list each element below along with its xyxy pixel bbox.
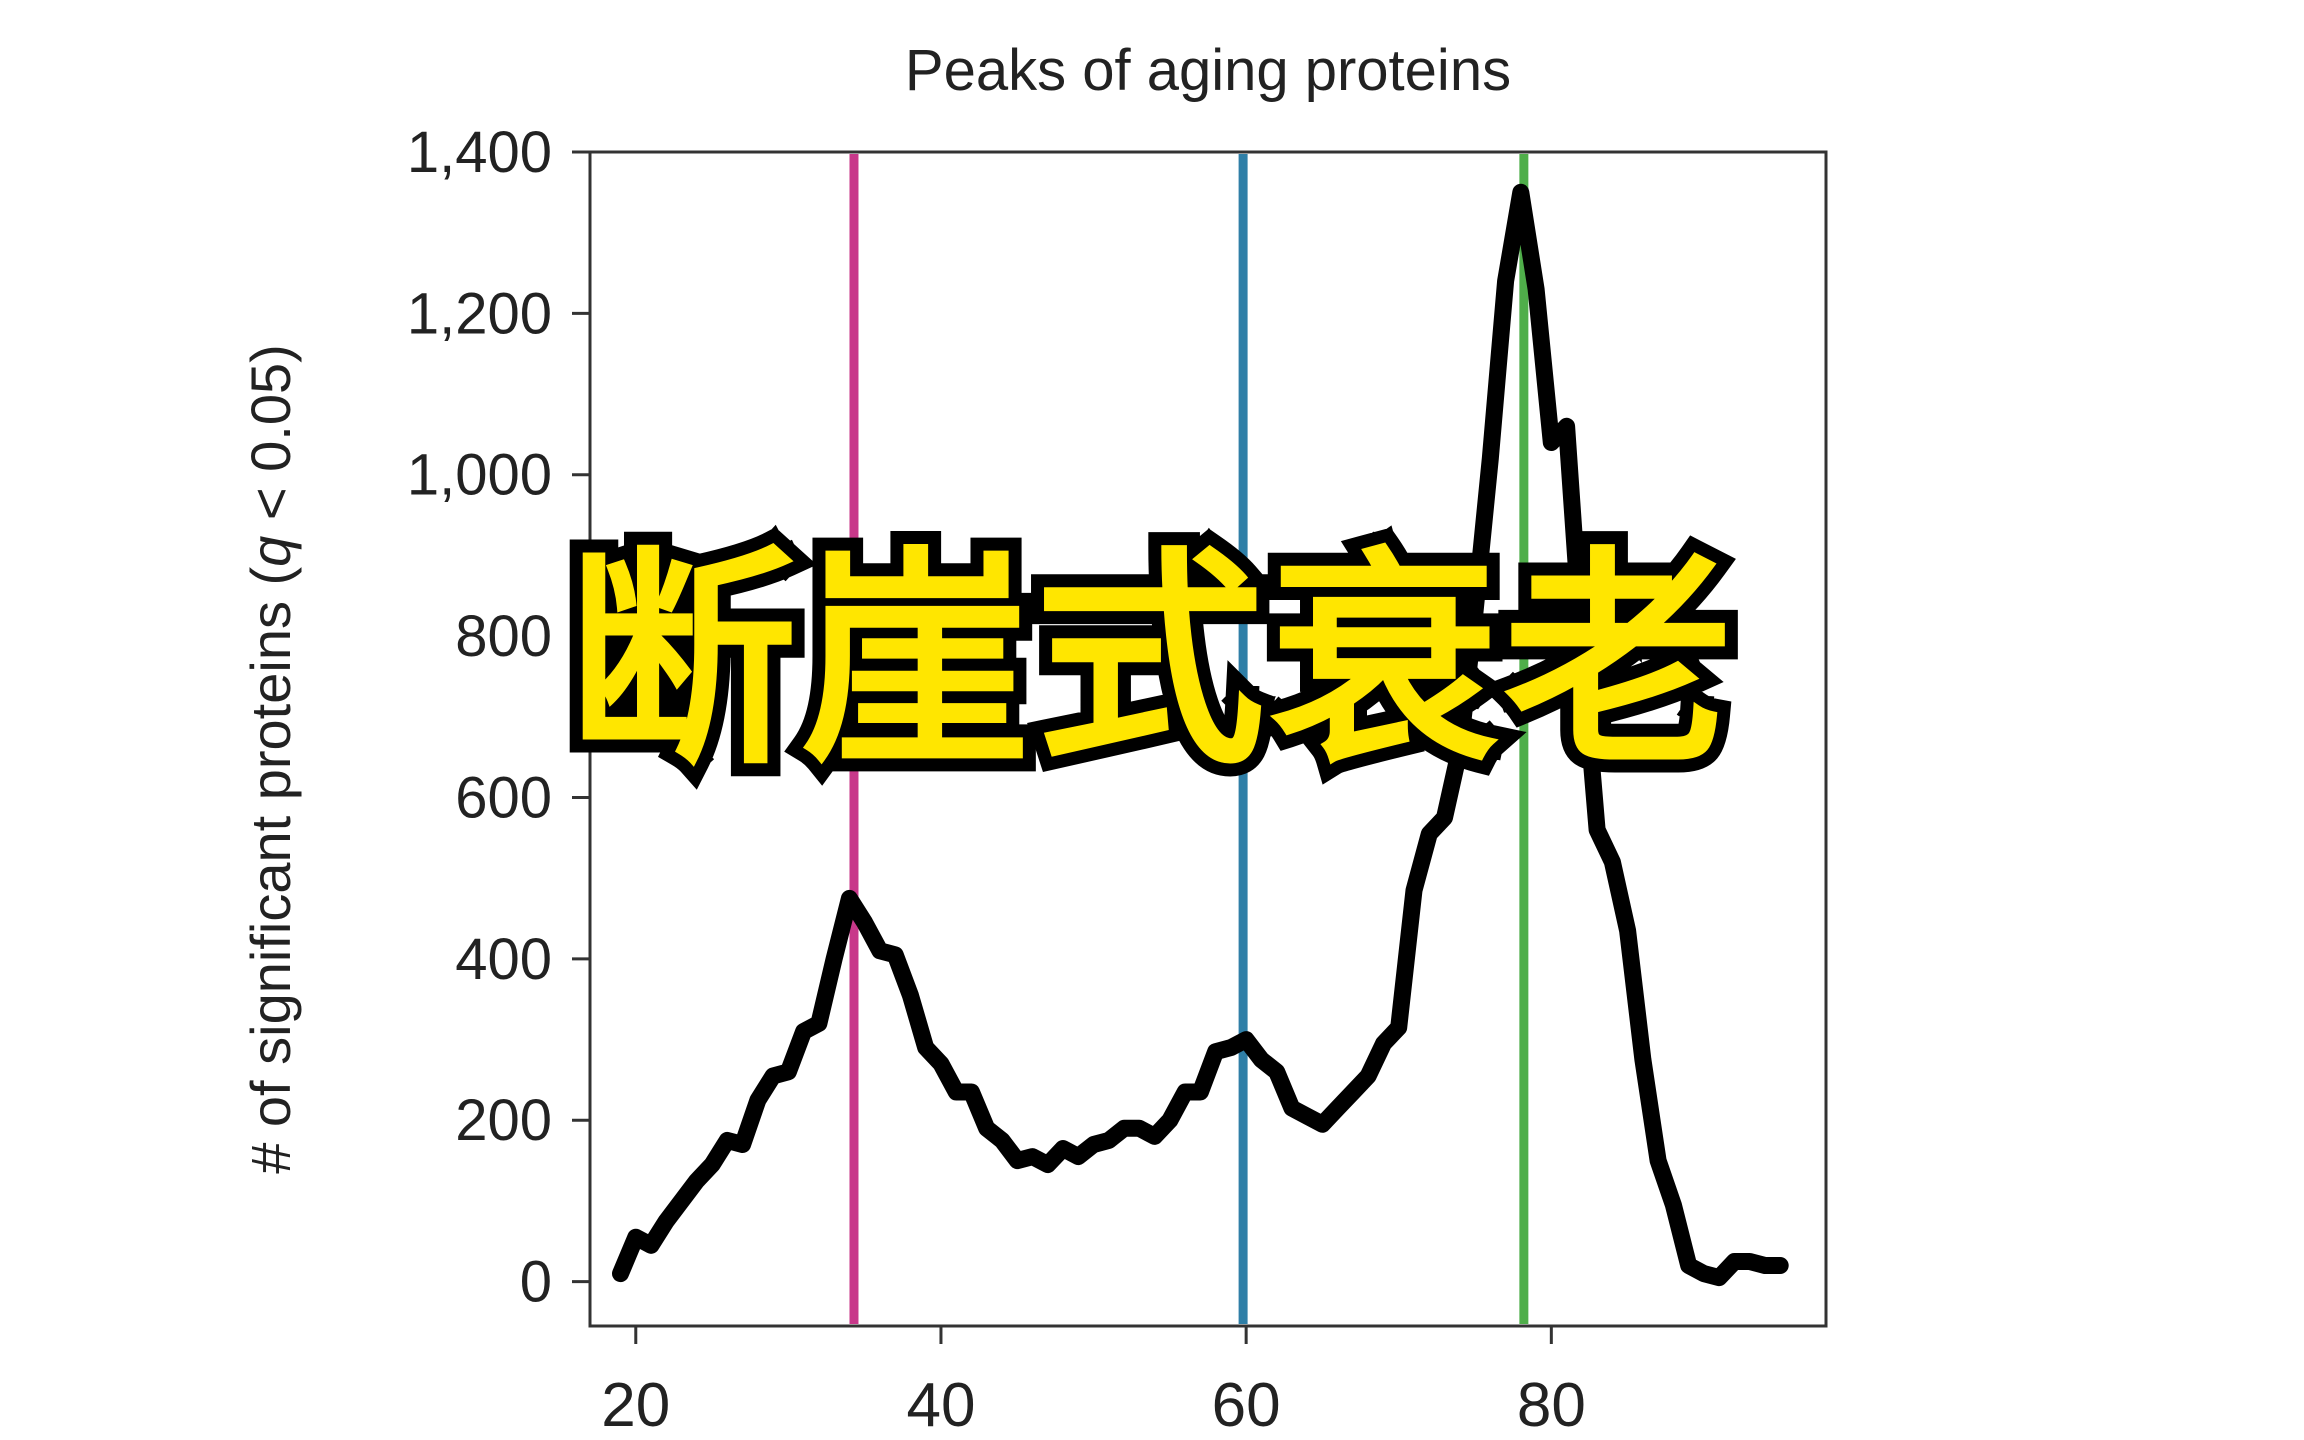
- y-tick-label: 800: [455, 604, 552, 669]
- data-point: [986, 1127, 988, 1129]
- data-point: [787, 1071, 789, 1073]
- data-point: [1184, 1091, 1186, 1093]
- data-point: [757, 1099, 759, 1101]
- data-point: [1428, 833, 1430, 835]
- data-point: [1230, 1047, 1232, 1049]
- x-tick-label: 80: [1517, 1371, 1586, 1440]
- data-point: [1566, 425, 1568, 427]
- data-point: [1672, 1204, 1674, 1206]
- data-point: [1016, 1160, 1018, 1162]
- data-point: [1398, 1026, 1400, 1028]
- data-point: [1642, 1059, 1644, 1061]
- data-point: [1337, 1107, 1339, 1109]
- data-point: [1489, 458, 1491, 460]
- data-point: [1779, 1264, 1781, 1266]
- data-point: [803, 1030, 805, 1032]
- chart-title: Peaks of aging proteins: [905, 38, 1511, 103]
- series-line-0: [612, 183, 1789, 1287]
- data-point: [1154, 1135, 1156, 1137]
- data-point: [1093, 1143, 1095, 1145]
- data-point: [1001, 1139, 1003, 1141]
- data-point: [864, 922, 866, 924]
- data-point: [711, 1164, 713, 1166]
- data-point: [1321, 1123, 1323, 1125]
- data-point: [955, 1091, 957, 1093]
- data-point: [909, 994, 911, 996]
- data-point: [1062, 1147, 1064, 1149]
- data-point: [1047, 1164, 1049, 1166]
- data-point: [940, 1063, 942, 1065]
- data-point: [1123, 1127, 1125, 1129]
- data-point: [1413, 889, 1415, 891]
- data-point: [1688, 1264, 1690, 1266]
- data-point: [970, 1091, 972, 1093]
- data-point: [1596, 829, 1598, 831]
- data-point: [650, 1244, 652, 1246]
- plot-frame: [588, 150, 1828, 1328]
- data-point: [665, 1220, 667, 1222]
- y-tick-label: 1,000: [407, 443, 552, 508]
- y-tick-label: 0: [520, 1250, 552, 1315]
- data-point: [1199, 1091, 1201, 1093]
- y-tick-label: 600: [455, 765, 552, 830]
- data-point: [696, 1180, 698, 1182]
- y-tick-label: 200: [455, 1088, 552, 1153]
- data-point: [1276, 1071, 1278, 1073]
- data-point: [1382, 1043, 1384, 1045]
- data-point: [1627, 930, 1629, 932]
- data-point: [1215, 1051, 1217, 1053]
- data-point: [1169, 1119, 1171, 1121]
- data-point: [1733, 1260, 1735, 1262]
- data-point: [1718, 1277, 1720, 1279]
- data-point: [879, 950, 881, 952]
- data-point: [1108, 1139, 1110, 1141]
- data-point: [1245, 1039, 1247, 1041]
- data-point: [818, 1022, 820, 1024]
- data-point: [1657, 1160, 1659, 1162]
- data-point: [1535, 288, 1537, 290]
- data-point: [1764, 1264, 1766, 1266]
- x-tick-label: 60: [1212, 1371, 1281, 1440]
- y-tick-label: 400: [455, 927, 552, 992]
- data-point: [1138, 1127, 1140, 1129]
- data-point: [1550, 441, 1552, 443]
- y-axis-label: # of significant proteins (q < 0.05): [239, 344, 302, 1174]
- data-point: [1703, 1273, 1705, 1275]
- data-point: [635, 1236, 637, 1238]
- data-point: [1352, 1091, 1354, 1093]
- data-point: [1474, 611, 1476, 613]
- data-point: [1611, 861, 1613, 863]
- y-tick-label: 1,200: [407, 281, 552, 346]
- data-point: [1581, 647, 1583, 649]
- data-point: [1367, 1075, 1369, 1077]
- data-point: [848, 897, 850, 899]
- y-tick-label: 1,400: [407, 120, 552, 185]
- data-point: [894, 954, 896, 956]
- x-tick-label: 40: [906, 1371, 975, 1440]
- data-point: [726, 1139, 728, 1141]
- data-point: [1306, 1115, 1308, 1117]
- data-point: [1260, 1059, 1262, 1061]
- data-point: [772, 1075, 774, 1077]
- data-point: [1459, 748, 1461, 750]
- x-tick-label: 20: [601, 1371, 670, 1440]
- data-point: [1505, 280, 1507, 282]
- data-point: [1520, 191, 1522, 193]
- data-point: [925, 1047, 927, 1049]
- data-point: [1032, 1156, 1034, 1158]
- data-point: [833, 958, 835, 960]
- data-point: [1291, 1107, 1293, 1109]
- data-point: [742, 1143, 744, 1145]
- data-point: [620, 1273, 622, 1275]
- data-point: [1749, 1260, 1751, 1262]
- data-point: [681, 1200, 683, 1202]
- data-point: [1077, 1156, 1079, 1158]
- data-point: [1444, 817, 1446, 819]
